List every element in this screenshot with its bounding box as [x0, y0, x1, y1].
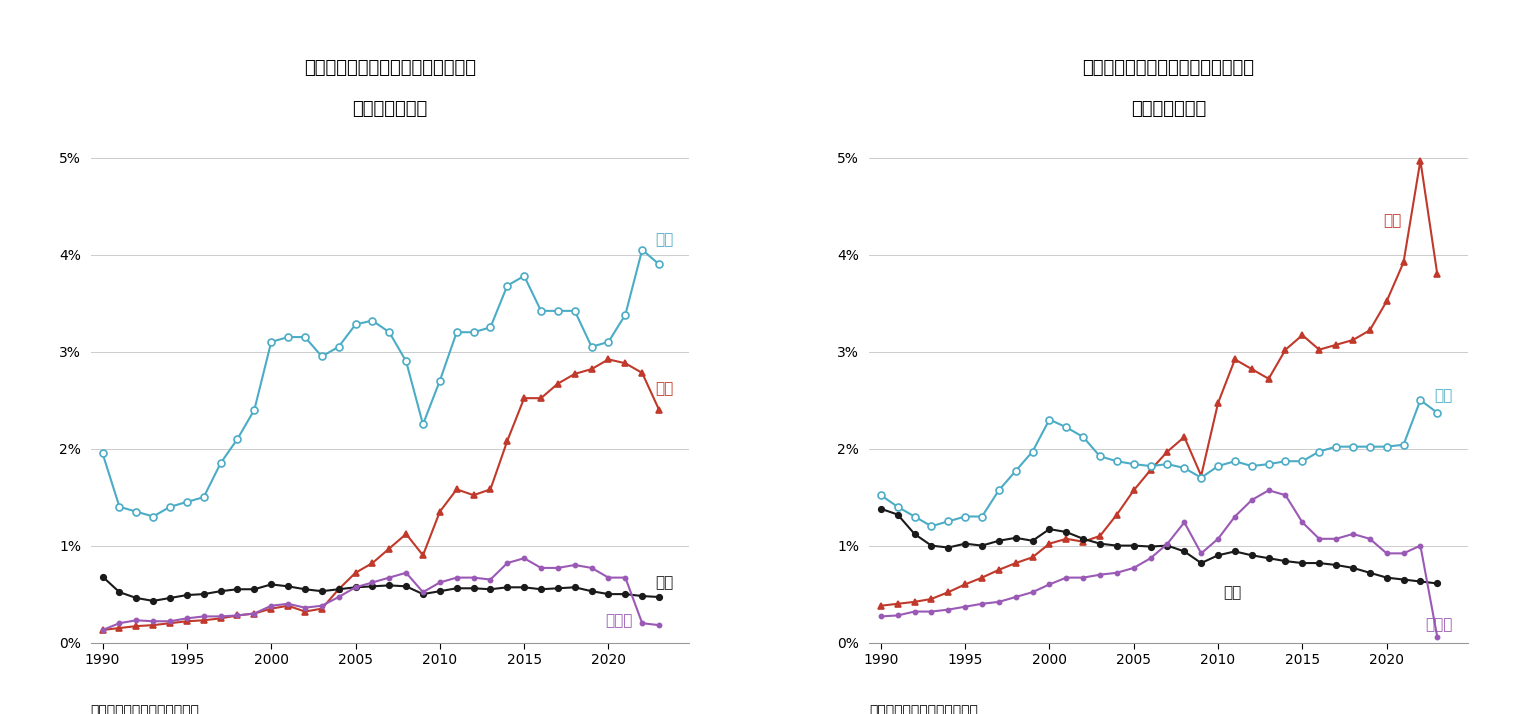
Text: 米国: 米国 — [1434, 388, 1452, 403]
Text: （対ＧＤＰ比）: （対ＧＤＰ比） — [1130, 100, 1206, 119]
Text: ロシア: ロシア — [605, 613, 632, 628]
Text: （資料）　ドイツ連邦統計局: （資料） ドイツ連邦統計局 — [868, 704, 977, 714]
Text: 日本: 日本 — [655, 575, 673, 590]
Text: ロシア: ロシア — [1425, 618, 1452, 633]
Text: 中国: 中国 — [655, 381, 673, 396]
Text: 図表５　ドイツの国・地域別輸入額: 図表５ ドイツの国・地域別輸入額 — [1082, 59, 1254, 77]
Text: （対ＧＤＰ比）: （対ＧＤＰ比） — [353, 100, 428, 119]
Text: 図表４　ドイツの国・地域別輸出額: 図表４ ドイツの国・地域別輸出額 — [304, 59, 477, 77]
Text: 日本: 日本 — [1223, 585, 1241, 600]
Text: 米国: 米国 — [655, 233, 673, 248]
Text: （資料）　ドイツ連邦統計局: （資料） ドイツ連邦統計局 — [91, 704, 200, 714]
Text: 中国: 中国 — [1383, 213, 1401, 228]
